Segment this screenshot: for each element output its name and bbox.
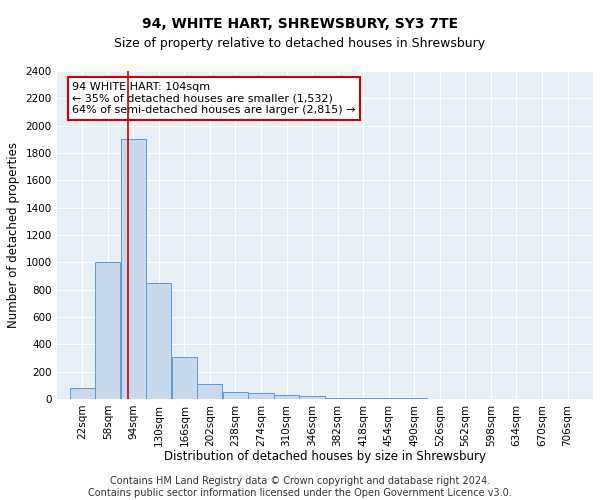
Y-axis label: Number of detached properties: Number of detached properties — [7, 142, 20, 328]
Bar — [299, 396, 325, 399]
Bar — [121, 140, 146, 399]
Bar — [223, 392, 248, 399]
Bar — [95, 262, 120, 399]
Text: Size of property relative to detached houses in Shrewsbury: Size of property relative to detached ho… — [115, 38, 485, 51]
Bar — [146, 283, 172, 399]
Text: Contains HM Land Registry data © Crown copyright and database right 2024.
Contai: Contains HM Land Registry data © Crown c… — [88, 476, 512, 498]
Bar — [274, 395, 299, 399]
Bar — [70, 388, 95, 399]
Bar — [325, 398, 350, 399]
Bar — [248, 394, 274, 399]
Text: 94 WHITE HART: 104sqm
← 35% of detached houses are smaller (1,532)
64% of semi-d: 94 WHITE HART: 104sqm ← 35% of detached … — [72, 82, 356, 115]
Text: 94, WHITE HART, SHREWSBURY, SY3 7TE: 94, WHITE HART, SHREWSBURY, SY3 7TE — [142, 18, 458, 32]
Bar — [376, 398, 401, 399]
Bar — [172, 356, 197, 399]
Bar — [350, 398, 376, 399]
X-axis label: Distribution of detached houses by size in Shrewsbury: Distribution of detached houses by size … — [164, 450, 486, 463]
Bar — [197, 384, 223, 399]
